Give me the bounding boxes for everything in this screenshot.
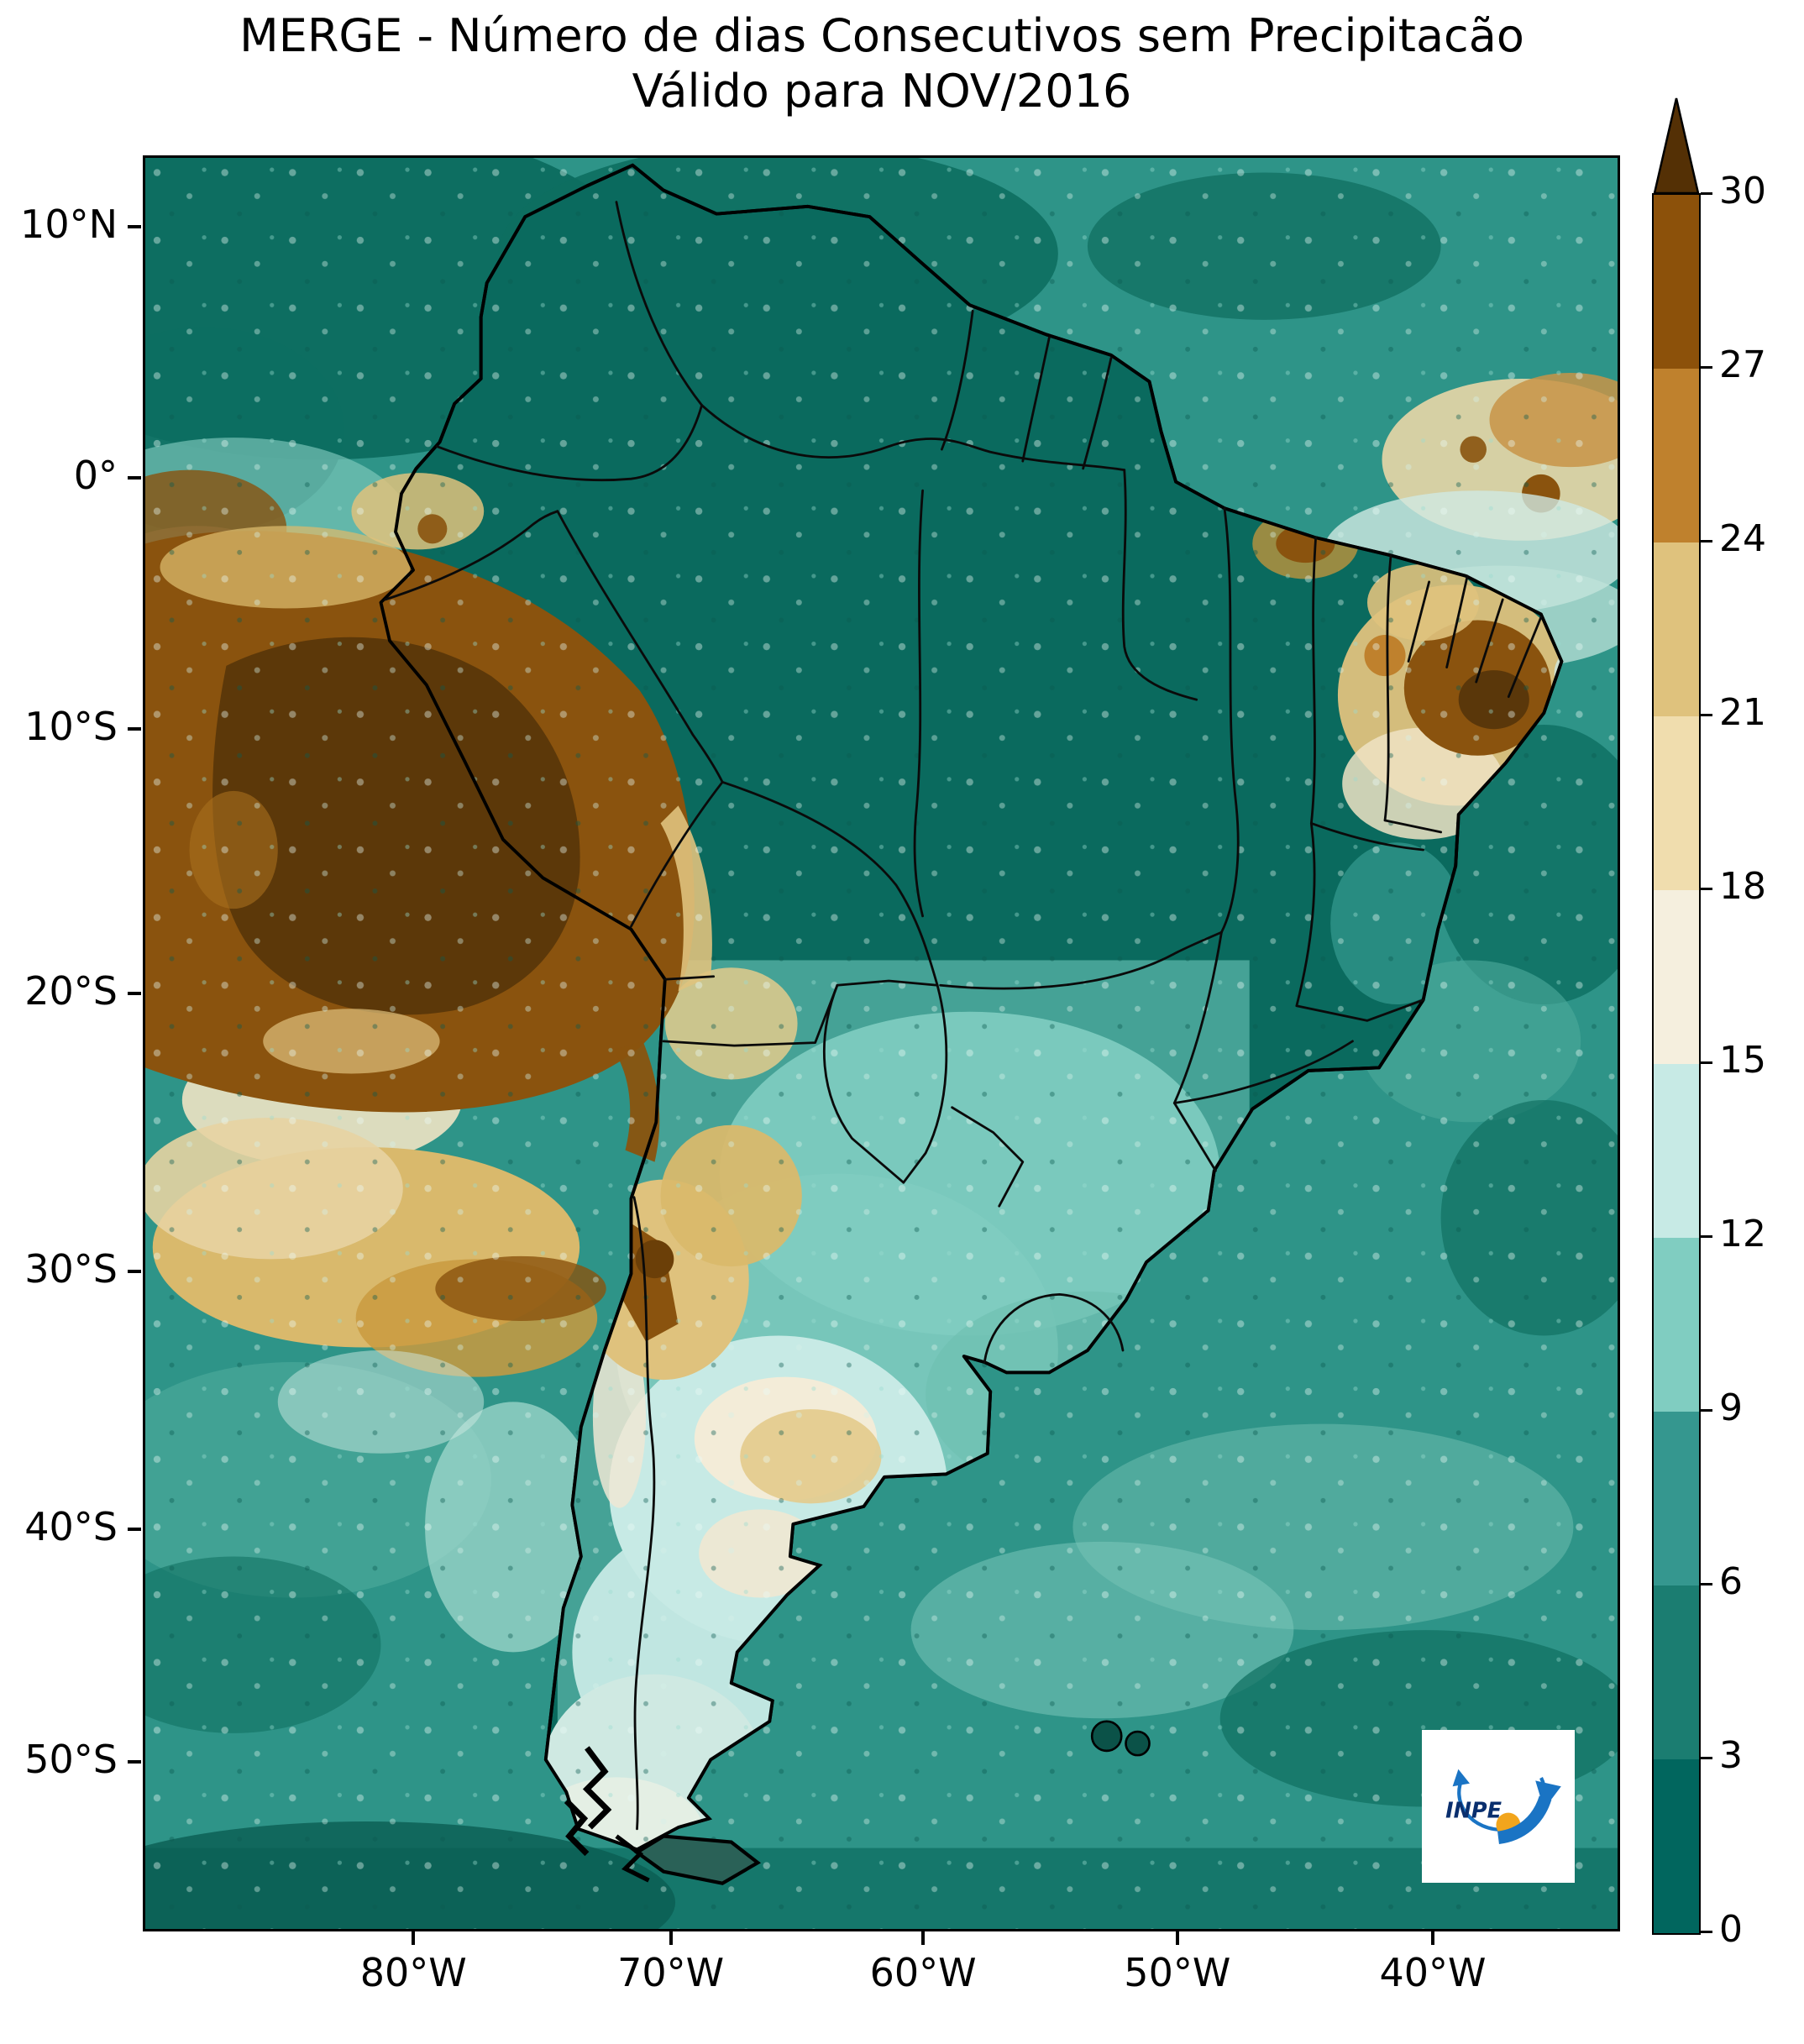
y-tick-mark xyxy=(128,992,141,996)
colorbar-tick-label: 30 xyxy=(1719,170,1766,212)
x-tick-label: 60°W xyxy=(869,1950,977,1995)
colorbar-segment xyxy=(1654,369,1699,542)
colorbar-tick-label: 24 xyxy=(1719,517,1766,560)
logo-text: INPE xyxy=(1445,1799,1502,1824)
y-tick-label: 30°S xyxy=(24,1246,118,1292)
x-tick-mark xyxy=(669,1931,673,1945)
logo-swoosh-arrowhead xyxy=(1535,1780,1561,1810)
colorbar-segment xyxy=(1654,1412,1699,1585)
y-tick-label: 50°S xyxy=(24,1737,118,1783)
colorbar-segment xyxy=(1654,1585,1699,1759)
title-line-1: MERGE - Número de dias Consecutivos sem … xyxy=(239,9,1524,62)
x-tick-label: 50°W xyxy=(1124,1950,1231,1995)
colorbar-tick-mark xyxy=(1701,365,1712,369)
far-south-coast-detail xyxy=(564,1746,761,1885)
x-tick-label: 70°W xyxy=(617,1950,725,1995)
colorbar-tick-label: 12 xyxy=(1719,1213,1766,1255)
colorbar-tick-label: 3 xyxy=(1719,1734,1743,1777)
falkland-islands xyxy=(1090,1720,1151,1757)
colorbar-tick-label: 21 xyxy=(1719,691,1766,734)
y-tick-mark xyxy=(128,727,141,731)
colorbar-segment xyxy=(1654,1064,1699,1238)
colorbar-segment xyxy=(1654,542,1699,716)
y-tick-mark xyxy=(128,476,141,480)
x-tick-label: 80°W xyxy=(359,1950,467,1995)
x-tick-mark xyxy=(412,1931,416,1945)
x-tick-label: 40°W xyxy=(1379,1950,1487,1995)
y-tick-mark xyxy=(128,1760,141,1764)
speckle-texture xyxy=(145,158,1618,1929)
colorbar-segment xyxy=(1654,1238,1699,1412)
colorbar-tick-label: 6 xyxy=(1719,1560,1743,1603)
logo-orbit-arrowhead xyxy=(1452,1769,1470,1787)
colorbar-segments xyxy=(1652,193,1701,1935)
y-axis-tick-labels: 10°N 0° 10°S 20°S 30°S 40°S 50°S xyxy=(0,155,143,1931)
y-tick-label: 20°S xyxy=(24,968,118,1014)
country-borders xyxy=(384,201,1543,1831)
colorbar-tick-label: 0 xyxy=(1719,1908,1743,1951)
x-axis-tick-labels: 80°W 70°W 60°W 50°W 40°W xyxy=(143,1931,1620,2009)
colorbar-segment xyxy=(1654,716,1699,890)
colorbar-tick-label: 18 xyxy=(1719,865,1766,908)
colorbar-over-arrow-svg xyxy=(1653,97,1700,195)
colorbar-tick-mark xyxy=(1701,713,1712,716)
colorbar-tick-mark xyxy=(1701,1234,1712,1238)
colorbar-tick-mark xyxy=(1701,539,1712,542)
y-tick-mark xyxy=(128,1270,141,1274)
y-tick-label: 10°N xyxy=(20,202,118,248)
colorbar-tick-mark xyxy=(1701,1930,1712,1933)
y-tick-mark xyxy=(128,1527,141,1531)
colorbar-tick-mark xyxy=(1701,1756,1712,1759)
x-tick-mark xyxy=(1175,1931,1179,1945)
colorbar-tick-mark xyxy=(1701,1582,1712,1585)
colorbar-tick-mark xyxy=(1701,887,1712,890)
colorbar-segment xyxy=(1654,1759,1699,1933)
colorbar-segment xyxy=(1654,890,1699,1064)
y-tick-label: 40°S xyxy=(24,1503,118,1549)
south-america-map xyxy=(145,158,1618,1929)
colorbar: 0 3 6 9 12 15 18 21 24 27 30 xyxy=(1652,96,1804,1951)
coastline xyxy=(379,163,1564,1852)
x-tick-mark xyxy=(921,1931,926,1945)
chart-title: MERGE - Número de dias Consecutivos sem … xyxy=(0,8,1764,119)
title-line-2: Válido para NOV/2016 xyxy=(632,64,1132,118)
inpe-logo-graphic: INPE xyxy=(1445,1769,1561,1844)
colorbar-tick-label: 15 xyxy=(1719,1039,1766,1082)
y-tick-mark xyxy=(128,225,141,229)
colorbar-tick-label: 27 xyxy=(1719,343,1766,386)
colorbar-tick-mark xyxy=(1701,1408,1712,1412)
colorbar-over-arrow xyxy=(1653,97,1700,195)
map-panel: INPE xyxy=(143,155,1620,1931)
y-tick-label: 0° xyxy=(73,453,118,499)
colorbar-tick-mark xyxy=(1701,191,1712,195)
x-tick-mark xyxy=(1430,1931,1434,1945)
colorbar-tick-label: 9 xyxy=(1719,1386,1743,1429)
colorbar-tick-mark xyxy=(1701,1061,1712,1064)
colorbar-segment xyxy=(1654,195,1699,369)
inpe-logo: INPE xyxy=(1422,1730,1575,1883)
y-tick-label: 10°S xyxy=(24,704,118,750)
